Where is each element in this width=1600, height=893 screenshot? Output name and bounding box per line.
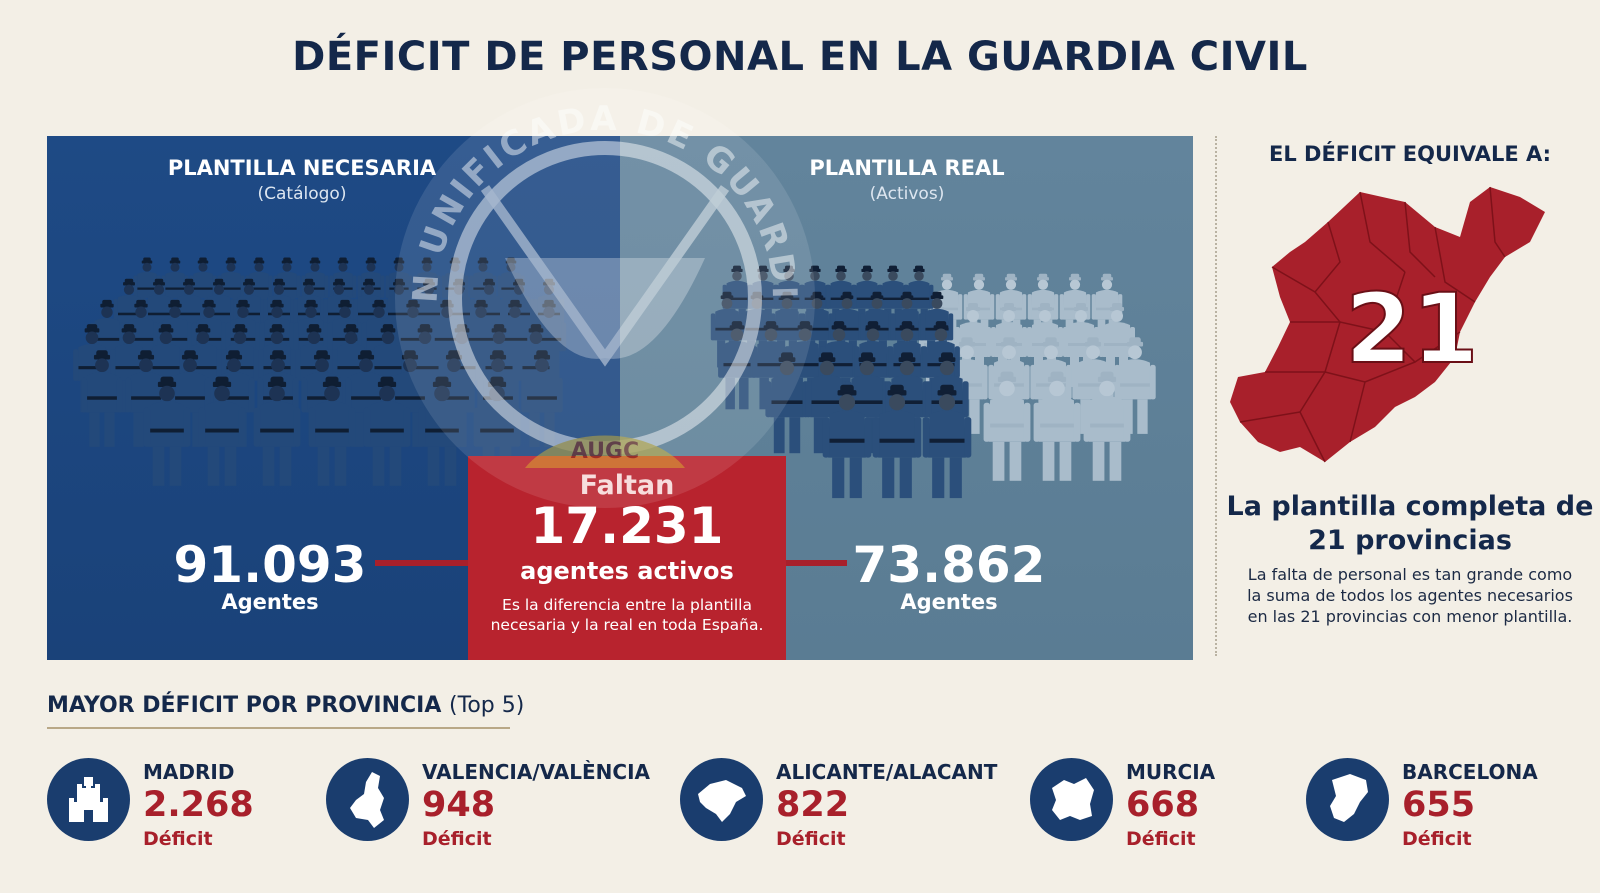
- valencia-map-icon: [326, 758, 409, 841]
- murcia-map-icon: [1030, 758, 1113, 841]
- gap-value: 17.231: [530, 497, 724, 555]
- officer-figure: [765, 352, 809, 454]
- province-name: VALENCIA/VALÈNCIA: [422, 760, 650, 784]
- real-value: 73.862: [852, 536, 1046, 594]
- officer-figure: [983, 371, 1031, 481]
- officer-figure: [1083, 371, 1131, 481]
- equivalence-number: 21: [1345, 273, 1479, 385]
- province-deficit-value: 822: [776, 785, 850, 825]
- officer-figure: [363, 376, 411, 486]
- equivalence-headline: La plantilla completa de 21 provincias: [1226, 491, 1594, 556]
- officer-figure: [1033, 371, 1081, 481]
- officer-figure: [922, 384, 972, 499]
- equivalence-description: La falta de personal es tan grande como …: [1247, 565, 1573, 626]
- connector-right: [767, 560, 847, 566]
- officer-figure: [872, 384, 922, 499]
- province-name: ALICANTE/ALACANT: [776, 760, 998, 784]
- province-name: MURCIA: [1126, 760, 1216, 784]
- top5-title: MAYOR DÉFICIT POR PROVINCIA (Top 5): [47, 693, 524, 718]
- real-subheading: (Activos): [869, 184, 945, 204]
- province-deficit-label: Déficit: [1402, 828, 1472, 850]
- province-deficit-label: Déficit: [1126, 828, 1196, 850]
- alicante-map-icon: [680, 758, 763, 841]
- real-unit: Agentes: [900, 590, 998, 614]
- province-deficit-value: 2.268: [143, 785, 254, 825]
- necesaria-heading: PLANTILLA NECESARIA (Catálogo): [102, 156, 502, 204]
- gap-label: Faltan: [579, 470, 675, 501]
- officer-figure: [308, 376, 356, 486]
- province-name: BARCELONA: [1402, 760, 1538, 784]
- barcelona-map-icon: [1306, 758, 1389, 841]
- necesaria-heading-text: PLANTILLA NECESARIA: [167, 156, 437, 180]
- province-deficit-label: Déficit: [422, 828, 492, 850]
- gap-unit: agentes activos: [520, 557, 734, 585]
- necesaria-subheading: (Catálogo): [257, 184, 347, 204]
- top5-title-suffix: (Top 5): [449, 693, 525, 718]
- necesaria-value: 91.093: [173, 536, 367, 594]
- province-deficit-label: Déficit: [776, 828, 846, 850]
- gap-box: Faltan 17.231 agentes activos Es la dife…: [468, 456, 786, 660]
- province-deficit-value: 668: [1126, 785, 1200, 825]
- real-heading: PLANTILLA REAL (Activos): [707, 156, 1107, 204]
- province-deficit-value: 655: [1402, 785, 1476, 825]
- officer-figure: [198, 376, 246, 486]
- province-name: MADRID: [143, 760, 235, 784]
- province-deficit-value: 948: [422, 785, 496, 825]
- top5-underline: [47, 727, 510, 729]
- connector-left: [375, 560, 470, 566]
- officer-figure: [822, 384, 872, 499]
- officer-figure: [143, 376, 191, 486]
- castle-icon: [47, 758, 130, 841]
- top5-title-text: MAYOR DÉFICIT POR PROVINCIA: [47, 693, 442, 718]
- section-divider: [1215, 136, 1217, 656]
- province-deficit-label: Déficit: [143, 828, 213, 850]
- infographic-title: DÉFICIT DE PERSONAL EN LA GUARDIA CIVIL: [292, 34, 1308, 80]
- officer-figure: [81, 350, 123, 447]
- equivalence-title: EL DÉFICIT EQUIVALE A:: [1268, 142, 1552, 166]
- spain-provinces-map: 21: [1230, 186, 1545, 463]
- real-heading-text: PLANTILLA REAL: [809, 156, 1005, 180]
- necesaria-unit: Agentes: [221, 590, 319, 614]
- officer-figure: [253, 376, 301, 486]
- gap-description: Es la diferencia entre la plantilla nece…: [490, 596, 764, 635]
